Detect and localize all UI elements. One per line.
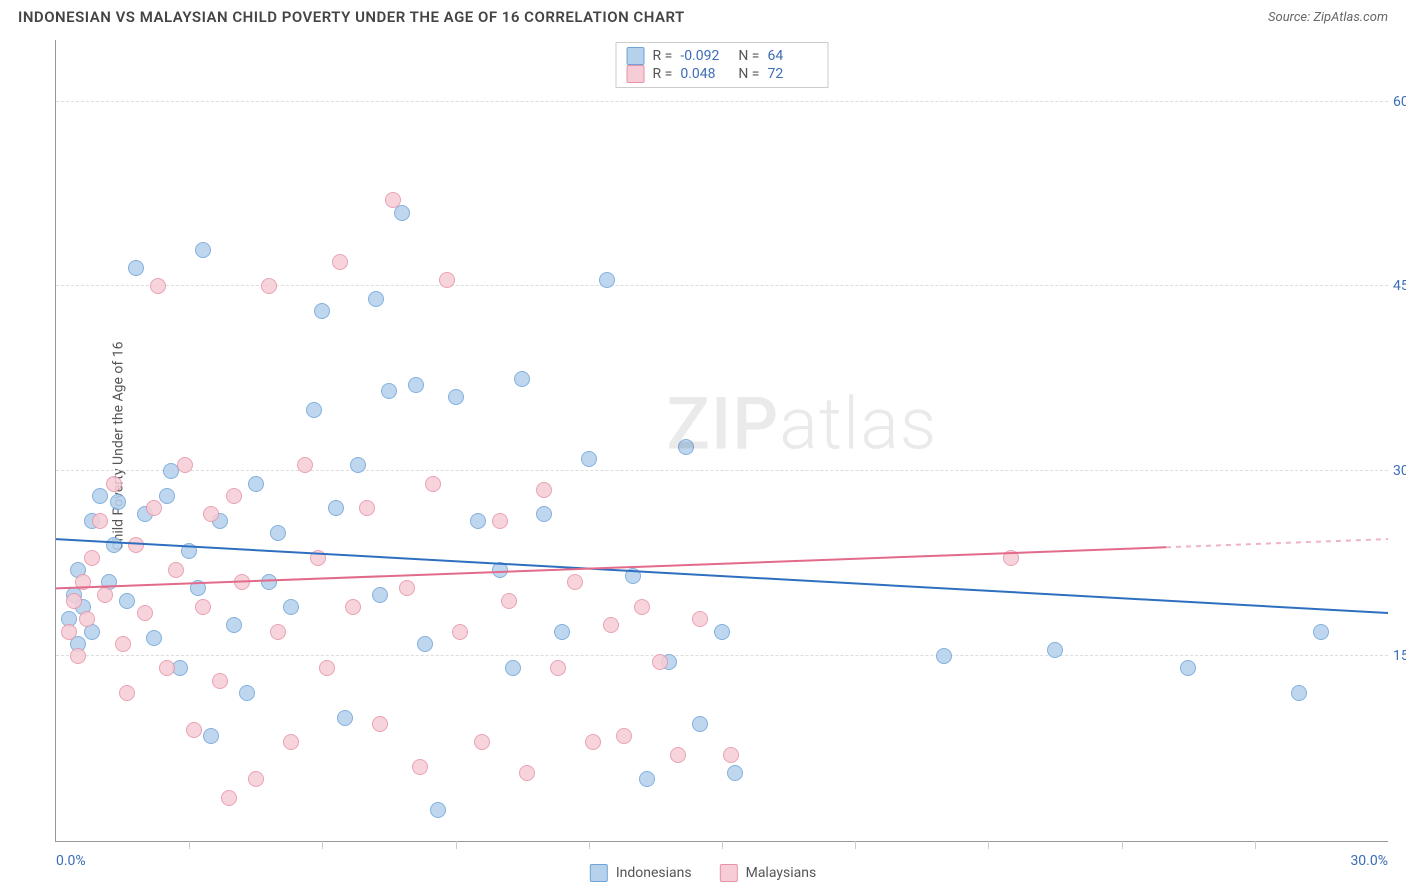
trend-lines [56, 40, 1388, 841]
y-tick-label: 60.0% [1393, 94, 1406, 110]
scatter-chart: R = -0.092 N = 64 R = 0.048 N = 72 ZIPat… [55, 40, 1388, 842]
swatch-indonesians [627, 47, 645, 65]
x-tick-label: 0.0% [56, 853, 86, 869]
legend-item-malaysians: Malaysians [720, 864, 817, 882]
y-tick-label: 15.0% [1393, 648, 1406, 664]
y-tick-label: 45.0% [1393, 278, 1406, 294]
stats-legend: R = -0.092 N = 64 R = 0.048 N = 72 [616, 42, 829, 88]
source-label: Source: ZipAtlas.com [1268, 10, 1388, 25]
swatch-malaysians-icon [720, 864, 738, 882]
swatch-indonesians-icon [590, 864, 608, 882]
swatch-malaysians [627, 65, 645, 83]
legend-item-indonesians: Indonesians [590, 864, 692, 882]
x-tick-label: 30.0% [1350, 853, 1388, 869]
chart-title: INDONESIAN VS MALAYSIAN CHILD POVERTY UN… [18, 8, 685, 26]
series-legend: Indonesians Malaysians [590, 864, 816, 882]
stats-row-indonesians: R = -0.092 N = 64 [627, 47, 818, 65]
stats-row-malaysians: R = 0.048 N = 72 [627, 65, 818, 83]
y-tick-label: 30.0% [1393, 463, 1406, 479]
